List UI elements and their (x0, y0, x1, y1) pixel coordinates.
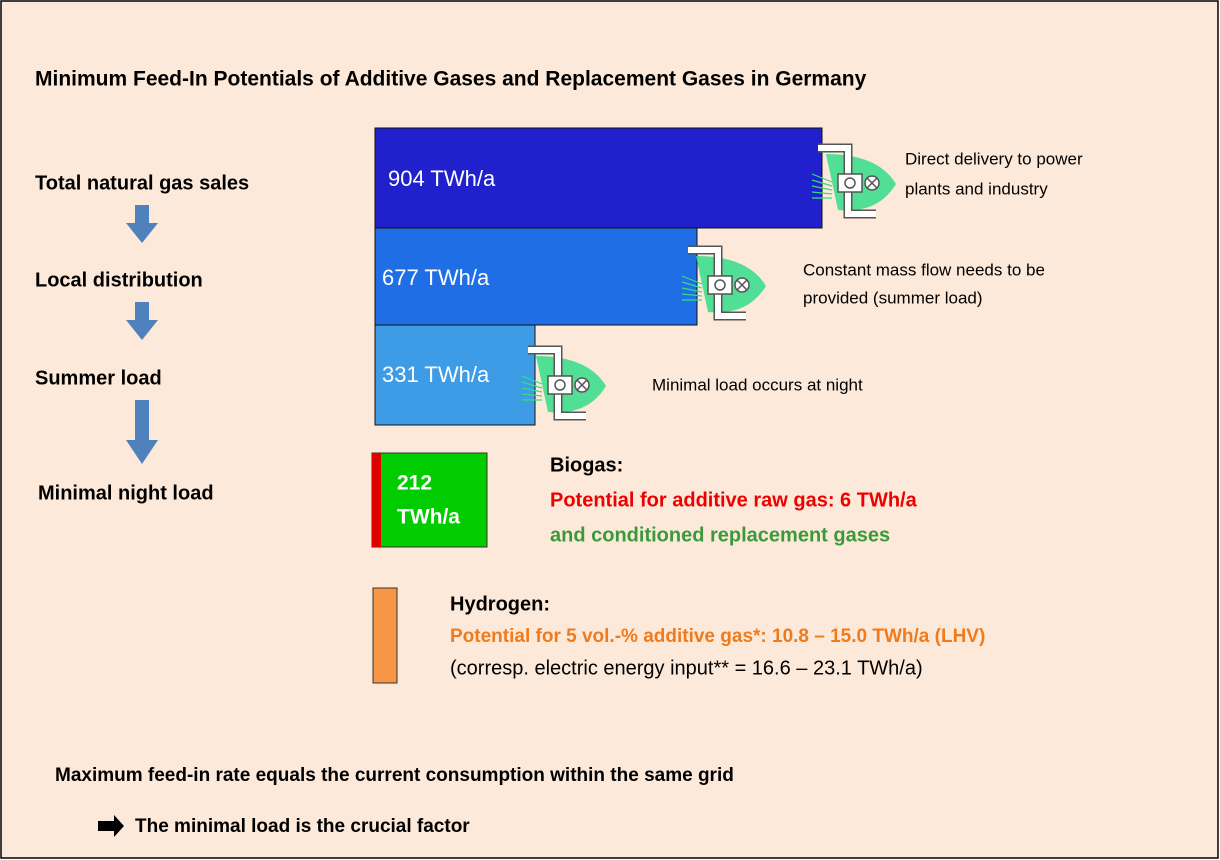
stage-arrows (126, 205, 158, 464)
biogas-box (371, 452, 488, 548)
conclusion: The minimal load is the crucial factor (135, 816, 470, 837)
arrow-icon (98, 815, 124, 837)
stage: Local distribution (35, 269, 203, 291)
note: provided (summer load) (803, 288, 983, 307)
bar-label: 904 TWh/a (388, 166, 496, 191)
heading: Biogas: (550, 454, 623, 476)
text: Potential for additive raw gas: 6 TWh/a (550, 489, 918, 511)
text: Potential for 5 vol.-% additive gas*: 10… (450, 626, 985, 647)
box-label: 212 (397, 472, 432, 495)
text: and conditioned replacement gases (550, 524, 890, 546)
stage: Total natural gas sales (35, 172, 249, 194)
stage: Minimal night load (38, 482, 214, 504)
text: (corresp. electric energy input** = 16.6… (450, 657, 923, 679)
note: plants and industry (905, 179, 1048, 198)
note: Constant mass flow needs to be (803, 260, 1045, 279)
statement: Maximum feed-in rate equals the current … (55, 765, 734, 786)
note: Direct delivery to power (905, 149, 1083, 168)
bar-label: 331 TWh/a (382, 362, 490, 387)
box-label: TWh/a (397, 506, 460, 529)
title: Minimum Feed-In Potentials of Additive G… (35, 68, 867, 91)
bar (374, 227, 698, 326)
heading: Hydrogen: (450, 593, 550, 615)
hydrogen-box (372, 587, 398, 684)
raw-gas-strip (372, 453, 381, 547)
bar (374, 324, 536, 426)
stage: Summer load (35, 367, 162, 389)
note: Minimal load occurs at night (652, 375, 863, 394)
bar-label: 677 TWh/a (382, 265, 490, 290)
